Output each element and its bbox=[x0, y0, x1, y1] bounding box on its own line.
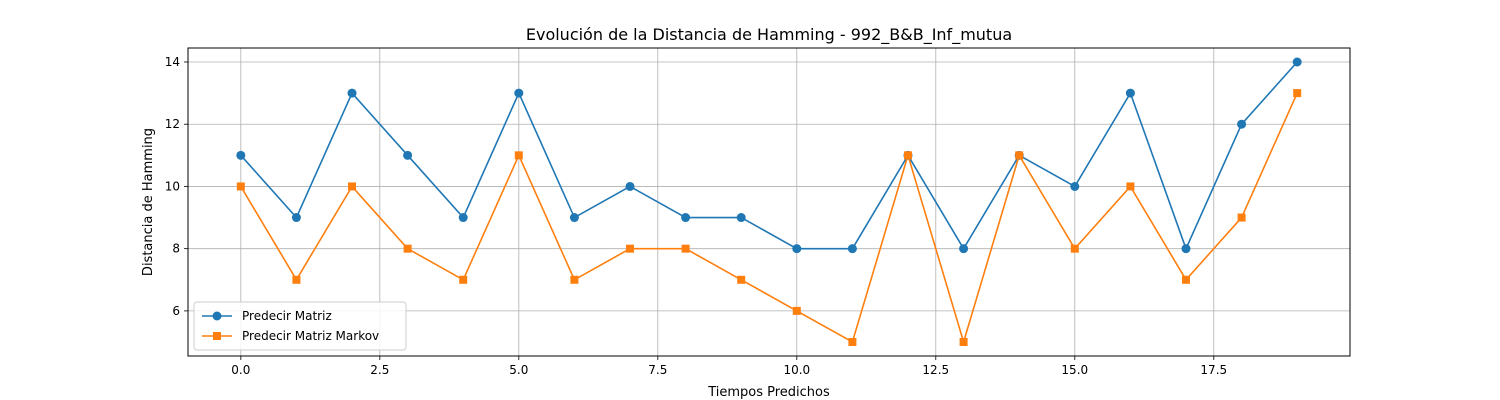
data-point bbox=[681, 244, 690, 253]
data-point bbox=[1181, 275, 1190, 284]
data-point bbox=[292, 275, 301, 284]
legend-label: Predecir Matriz Markov bbox=[242, 329, 379, 343]
x-axis-label: Tiempos Predichos bbox=[707, 385, 830, 400]
data-point bbox=[848, 338, 857, 346]
data-point bbox=[1125, 88, 1135, 98]
data-point bbox=[1237, 213, 1246, 222]
series-1 bbox=[236, 57, 1302, 254]
data-point bbox=[347, 88, 357, 98]
data-point bbox=[847, 244, 857, 254]
y-axis: 6 8 10 12 14 bbox=[165, 55, 188, 318]
plot-frame bbox=[187, 47, 1351, 357]
data-point bbox=[403, 244, 412, 253]
legend-entry: Predecir Matriz Markov bbox=[202, 329, 379, 343]
data-point bbox=[792, 306, 801, 315]
x-axis: 0.0 2.5 5.0 7.5 10.0 12.5 15.0 17.5 bbox=[231, 356, 1227, 377]
series-2 bbox=[236, 89, 1302, 346]
data-point bbox=[291, 213, 301, 223]
y-tick-label: 6 bbox=[172, 304, 180, 318]
data-point bbox=[1292, 57, 1302, 67]
x-tick-label: 15.0 bbox=[1061, 363, 1088, 377]
data-point bbox=[569, 213, 579, 223]
data-point bbox=[625, 181, 635, 191]
x-tick-label: 7.5 bbox=[648, 363, 667, 377]
series-line bbox=[240, 61, 1298, 251]
data-point bbox=[236, 182, 245, 191]
data-point bbox=[1237, 119, 1247, 129]
data-point bbox=[1015, 151, 1024, 160]
y-tick-label: 10 bbox=[165, 179, 180, 193]
data-point bbox=[959, 338, 968, 346]
legend-box bbox=[193, 301, 407, 351]
y-axis-label: Distancia de Hamming bbox=[141, 128, 156, 276]
data-point bbox=[903, 151, 912, 160]
data-point bbox=[514, 151, 523, 160]
data-point bbox=[570, 275, 579, 284]
legend-marker bbox=[212, 311, 222, 321]
x-tick-label: 5.0 bbox=[509, 363, 528, 377]
data-point bbox=[1181, 244, 1191, 254]
series-line bbox=[240, 92, 1298, 345]
x-tick-label: 0.0 bbox=[231, 363, 250, 377]
legend-marker bbox=[213, 332, 221, 340]
x-tick-label: 10.0 bbox=[783, 363, 810, 377]
data-point bbox=[1126, 182, 1135, 191]
data-point bbox=[792, 244, 802, 254]
legend-entry: Predecir Matriz bbox=[202, 309, 332, 323]
data-point bbox=[1070, 181, 1080, 191]
data-point bbox=[458, 213, 468, 223]
data-point bbox=[736, 213, 746, 223]
data-point bbox=[514, 88, 524, 98]
data-point bbox=[1293, 89, 1302, 98]
y-tick-label: 12 bbox=[165, 117, 180, 131]
data-point bbox=[403, 150, 413, 160]
data-point bbox=[348, 182, 357, 191]
chart-title: Evolución de la Distancia de Hamming - 9… bbox=[526, 25, 1012, 45]
y-tick-label: 14 bbox=[165, 55, 180, 69]
series-layer bbox=[236, 57, 1302, 346]
y-tick-label: 8 bbox=[172, 242, 180, 256]
data-point bbox=[737, 275, 746, 284]
legend: Predecir Matriz Predecir Matriz Markov bbox=[193, 301, 407, 351]
data-point bbox=[959, 244, 969, 254]
data-point bbox=[236, 150, 246, 160]
x-tick-label: 17.5 bbox=[1200, 363, 1227, 377]
x-tick-label: 12.5 bbox=[922, 363, 949, 377]
data-point bbox=[681, 213, 691, 223]
data-point bbox=[1070, 244, 1079, 253]
data-point bbox=[626, 244, 635, 253]
legend-label: Predecir Matriz bbox=[242, 309, 332, 323]
data-point bbox=[459, 275, 468, 284]
x-tick-label: 2.5 bbox=[370, 363, 389, 377]
